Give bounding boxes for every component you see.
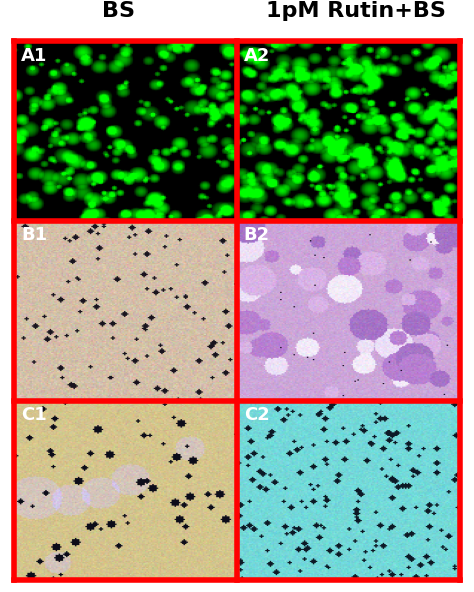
Text: BS: BS	[102, 1, 135, 21]
Text: B2: B2	[244, 226, 270, 244]
Text: C2: C2	[244, 406, 269, 424]
Text: C1: C1	[21, 406, 46, 424]
Text: A1: A1	[21, 47, 47, 65]
Text: A2: A2	[244, 47, 270, 65]
Text: 1pM Rutin+BS: 1pM Rutin+BS	[265, 1, 446, 21]
Text: B1: B1	[21, 226, 47, 244]
